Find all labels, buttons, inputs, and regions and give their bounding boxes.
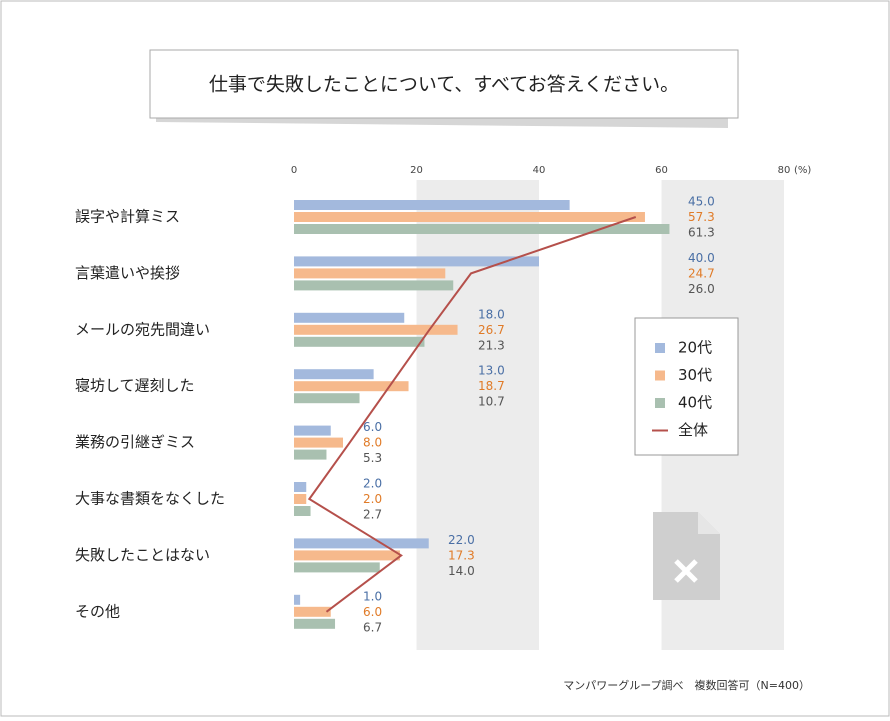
value-label: 21.3 [478, 338, 505, 352]
y-tick-label: 寝坊して遅刻した [75, 377, 195, 395]
bar [294, 256, 539, 267]
bar [294, 369, 374, 380]
bar [294, 393, 360, 404]
bar [294, 336, 425, 347]
bar [294, 280, 454, 291]
band [416, 180, 539, 650]
bar [294, 594, 301, 605]
value-label: 6.7 [363, 620, 382, 634]
value-label: 18.0 [478, 307, 505, 321]
value-label: 40.0 [688, 251, 715, 265]
value-label: 22.0 [448, 533, 475, 547]
bar [294, 324, 458, 335]
legend-label: 20代 [678, 339, 712, 357]
value-label: 17.3 [448, 548, 475, 562]
value-label: 61.3 [688, 226, 715, 240]
legend-swatch [655, 370, 665, 381]
value-label: 1.0 [363, 589, 382, 603]
value-label: 8.0 [363, 436, 382, 450]
bar [294, 506, 311, 516]
legend-box [634, 317, 739, 456]
bar [294, 606, 331, 617]
x-tick-label: 40 [533, 165, 546, 176]
value-label: 2.0 [363, 492, 382, 506]
bar [294, 268, 446, 279]
value-label: 57.3 [688, 210, 715, 224]
bar [294, 200, 570, 210]
value-label: 24.7 [688, 266, 715, 280]
document-icon [653, 512, 720, 600]
y-tick-label: 失敗したことはない [75, 546, 210, 564]
y-tick-label: その他 [75, 602, 120, 620]
value-label: 13.0 [478, 364, 505, 378]
y-tick-label: 業務の引継ぎミス [75, 433, 195, 451]
value-label: 10.7 [478, 395, 505, 409]
y-tick-label: 誤字や計算ミス [75, 208, 180, 226]
y-tick-label: 言葉遣いや挨拶 [75, 264, 180, 282]
value-label: 14.0 [448, 564, 475, 578]
bar [294, 437, 343, 448]
chart-title: 仕事で失敗したことについて、すべてお答えください。 [209, 74, 679, 96]
x-tick-label: 60 [655, 165, 668, 176]
bar [294, 212, 645, 222]
value-label: 6.0 [363, 605, 382, 619]
bar [294, 449, 327, 460]
bar [294, 562, 380, 573]
title-box [149, 49, 739, 119]
bar [294, 224, 670, 234]
value-label: 2.7 [363, 508, 382, 522]
value-label: 2.0 [363, 477, 382, 491]
legend-label: 40代 [678, 394, 712, 412]
source-note: マンパワーグループ調べ 複数回答可（N=400） [563, 678, 810, 692]
y-tick-label: メールの宛先間違い [75, 320, 210, 338]
bar [294, 381, 409, 392]
y-tick-label: 大事な書類をなくした [75, 490, 225, 508]
bar [294, 425, 331, 436]
bar [294, 618, 336, 629]
legend-swatch [655, 343, 665, 353]
bar [294, 550, 400, 561]
value-label: 26.0 [688, 282, 715, 296]
x-tick-label: 80 [778, 165, 791, 176]
unit-label: (%) [794, 165, 811, 176]
legend-label: 全体 [678, 421, 708, 439]
value-label: 26.7 [478, 323, 505, 337]
bar [294, 312, 405, 323]
line [307, 216, 637, 613]
value-label: 5.3 [363, 451, 382, 465]
legend-swatch [655, 398, 665, 408]
bar [294, 494, 307, 504]
bar [294, 538, 429, 549]
x-tick-label: 20 [410, 165, 423, 176]
value-label: 45.0 [688, 195, 715, 209]
legend-label: 30代 [678, 366, 712, 384]
value-label: 18.7 [478, 379, 505, 393]
bar [294, 482, 307, 492]
value-label: 6.0 [363, 420, 382, 434]
x-tick-label: 0 [291, 165, 297, 176]
